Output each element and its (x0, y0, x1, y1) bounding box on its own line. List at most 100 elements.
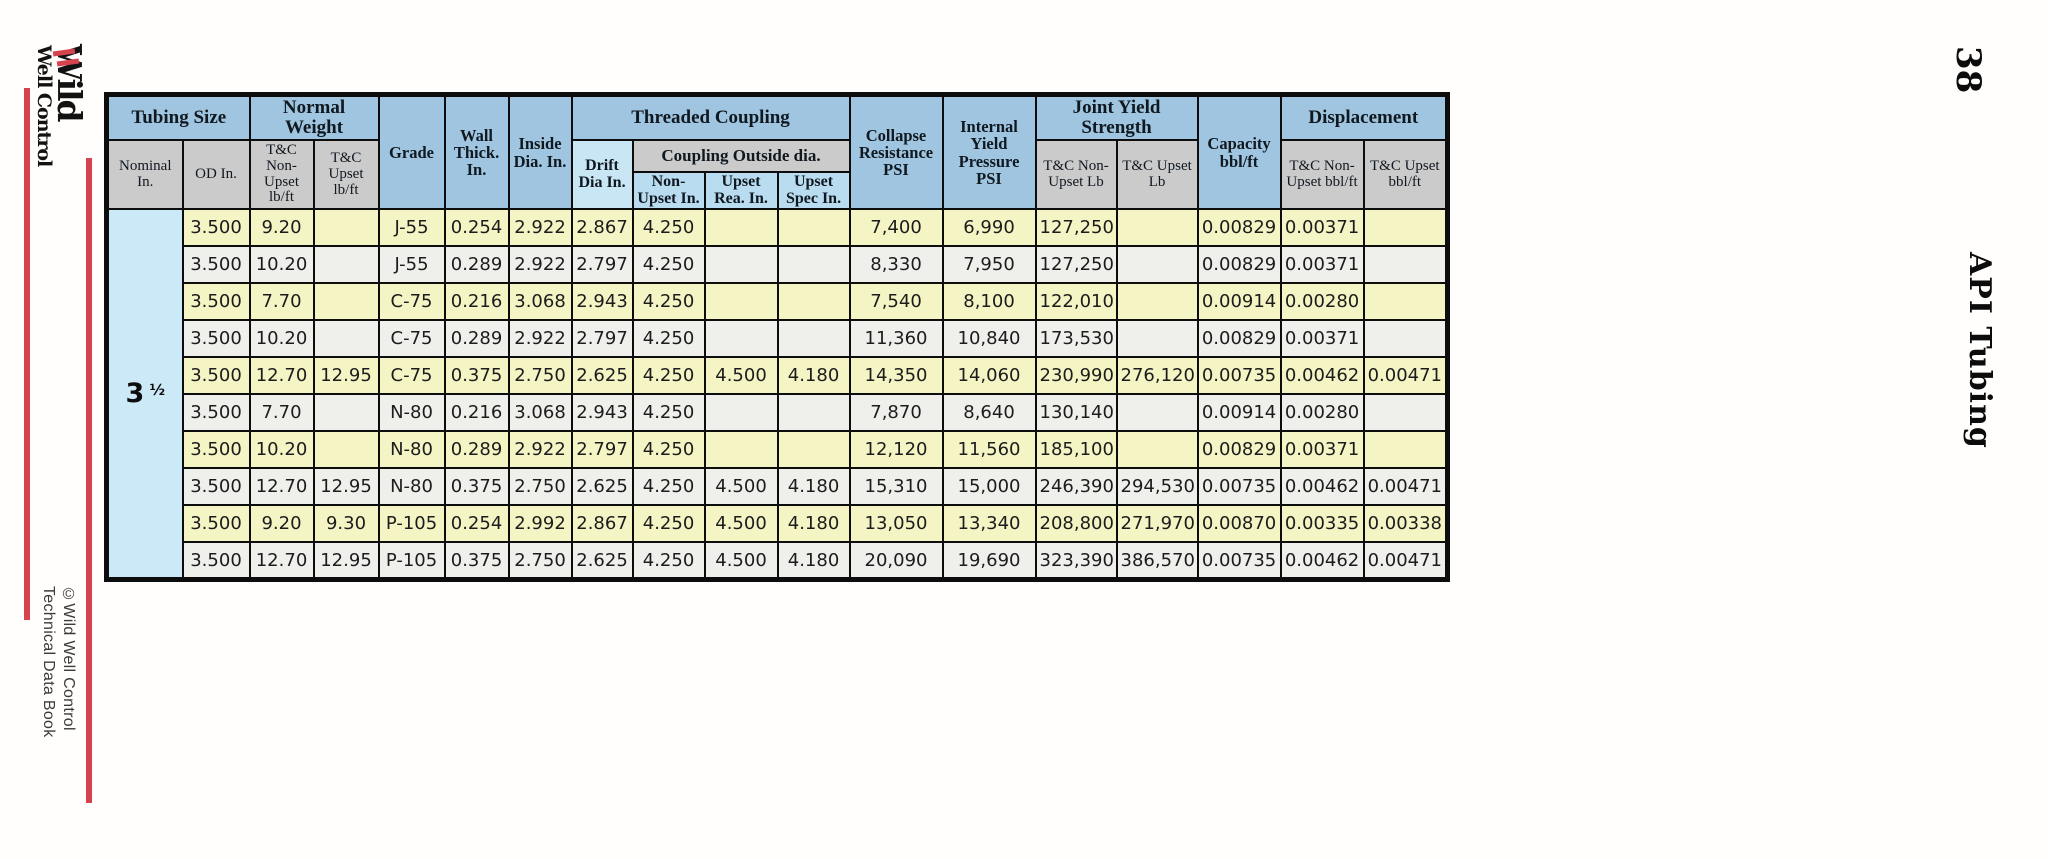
table-cell (312, 393, 380, 433)
table-cell (703, 208, 779, 248)
table-edge-red-rule (86, 158, 92, 803)
table-cell: 0.00338 (1362, 504, 1449, 544)
table-cell: 0.289 (443, 430, 510, 470)
logo-word-well-control: Well Control (33, 45, 55, 167)
table-cell: 13,050 (848, 504, 944, 544)
table-row: 3.500 10.20 J-55 0.289 2.922 2.797 4.250 8,330 7… (107, 245, 1449, 285)
table-cell: 2.922 (507, 245, 573, 285)
table-cell (703, 245, 779, 285)
table-cell: 323,390 (1034, 541, 1118, 581)
header-joint-yield-strength: Joint Yield Strength (1034, 93, 1199, 141)
table-cell: 8,100 (941, 282, 1037, 322)
nominal-size-cell: 3 ½ (105, 208, 184, 581)
header-group-row: Tubing Size Normal Weight Grade Wall Thi… (105, 93, 1449, 211)
table-cell: 0.254 (443, 208, 510, 248)
header-nominal: Nominal In. (105, 138, 184, 211)
table-cell (312, 208, 380, 248)
table-body: 3 ½ 3.500 9.20 J-55 0.254 2.922 2.867 4.250 7,40… (105, 208, 1449, 581)
table-cell: 2.625 (570, 356, 634, 396)
table-cell: 2.922 (507, 208, 573, 248)
table-row: 3.500 12.70 12.95 P-105 0.375 2.750 2.625 4.250… (107, 541, 1449, 581)
table-cell: 0.375 (443, 467, 510, 507)
table-cell: 10.20 (248, 245, 315, 285)
table-cell: N-80 (377, 430, 446, 470)
table-cell: 2.625 (570, 541, 634, 581)
table-cell: 15,000 (941, 467, 1037, 507)
table-cell: 12.70 (248, 467, 315, 507)
table-cell: 0.00735 (1196, 356, 1282, 396)
table-cell: 0.375 (443, 541, 510, 581)
table-cell: 11,560 (941, 430, 1037, 470)
table-cell: 4.250 (631, 208, 706, 248)
table-cell: 4.250 (631, 541, 706, 581)
table-cell: C-75 (377, 356, 446, 396)
table-row: 3.500 9.20 9.30 P-105 0.254 2.992 2.867 4.250 4.… (107, 504, 1449, 544)
header-drift-dia: Drift Dia In. (570, 138, 634, 211)
header-tubing-size: Tubing Size (105, 93, 251, 141)
table-row: 3.500 10.20 N-80 0.289 2.922 2.797 4.250 12,120… (107, 430, 1449, 470)
table-cell: 4.250 (631, 504, 706, 544)
header-sub-row-2: Non-Upset In. Upset Rea. In. Upset Spec … (107, 170, 1448, 211)
table-cell: 3.500 (181, 208, 251, 248)
table-cell: 2.867 (570, 208, 634, 248)
table-cell: 0.00462 (1279, 356, 1365, 396)
table-cell: 0.00829 (1196, 430, 1282, 470)
table-cell: 3.068 (507, 393, 573, 433)
table-cell: 0.216 (443, 282, 510, 322)
table-cell: 3.500 (181, 467, 251, 507)
table-cell (1362, 430, 1449, 470)
table-cell: 2.943 (570, 393, 634, 433)
table-cell: 12.95 (312, 356, 380, 396)
header-normal-weight: Normal Weight (248, 93, 380, 141)
table-cell: 10.20 (248, 319, 315, 359)
table-cell: 10.20 (248, 430, 315, 470)
table-cell (1115, 208, 1199, 248)
table-cell: 4.500 (703, 504, 779, 544)
table-cell: N-80 (377, 393, 446, 433)
header-collapse-resistance: Collapse Resistance PSI (848, 93, 944, 211)
table-cell (1362, 319, 1449, 359)
table-cell: 2.992 (507, 504, 573, 544)
table-cell: 9.30 (312, 504, 380, 544)
table-cell: 0.00371 (1279, 208, 1365, 248)
table-cell: 0.00462 (1279, 467, 1365, 507)
table-cell: 2.750 (507, 467, 573, 507)
table-cell (776, 430, 851, 470)
table-cell: 0.00829 (1196, 319, 1282, 359)
table-cell (703, 319, 779, 359)
table-cell: 12.70 (248, 356, 315, 396)
table-cell: 0.00371 (1279, 430, 1365, 470)
wild-well-control-logo: Wild Well Control (33, 44, 89, 194)
header-jys-upset: T&C Upset Lb (1115, 138, 1199, 211)
table-cell: 0.00462 (1279, 541, 1365, 581)
header-jys-non-upset: T&C Non-Upset Lb (1034, 138, 1118, 211)
table-cell: 0.00471 (1362, 541, 1449, 581)
table-cell: 4.250 (631, 245, 706, 285)
table-cell: 4.180 (776, 467, 851, 507)
table-row: 3 ½ 3.500 9.20 J-55 0.254 2.922 2.867 4.250 7,40… (105, 208, 1449, 581)
table-cell (1362, 208, 1449, 248)
table-cell: J-55 (377, 245, 446, 285)
header-coupling-upset-rea: Upset Rea. In. (703, 170, 779, 211)
table-cell: 10,840 (941, 319, 1037, 359)
table-cell: 230,990 (1034, 356, 1118, 396)
table-cell: 7,950 (941, 245, 1037, 285)
table-cell (1115, 393, 1199, 433)
table-cell: 2.797 (570, 245, 634, 285)
header-internal-yield: Internal Yield Pressure PSI (941, 93, 1037, 211)
table-cell: 2.922 (507, 319, 573, 359)
table-cell: 294,530 (1115, 467, 1199, 507)
table-cell: 4.250 (631, 319, 706, 359)
table-row: 3.500 7.70 N-80 0.216 3.068 2.943 4.250 7,870 8,… (107, 393, 1449, 433)
header-disp-upset: T&C Upset bbl/ft (1362, 138, 1449, 211)
table-cell: 2.867 (570, 504, 634, 544)
table-cell: 4.180 (776, 541, 851, 581)
table-cell: 2.625 (570, 467, 634, 507)
logo-word-wild: Wild (50, 44, 89, 121)
table-cell: P-105 (377, 541, 446, 581)
table-cell: 6,990 (941, 208, 1037, 248)
header-inside-dia: Inside Dia. In. (507, 93, 573, 211)
table-cell: 8,330 (848, 245, 944, 285)
table-cell: 7.70 (248, 393, 315, 433)
table-row: 3.500 10.20 C-75 0.289 2.922 2.797 4.250 11,360… (107, 319, 1449, 359)
